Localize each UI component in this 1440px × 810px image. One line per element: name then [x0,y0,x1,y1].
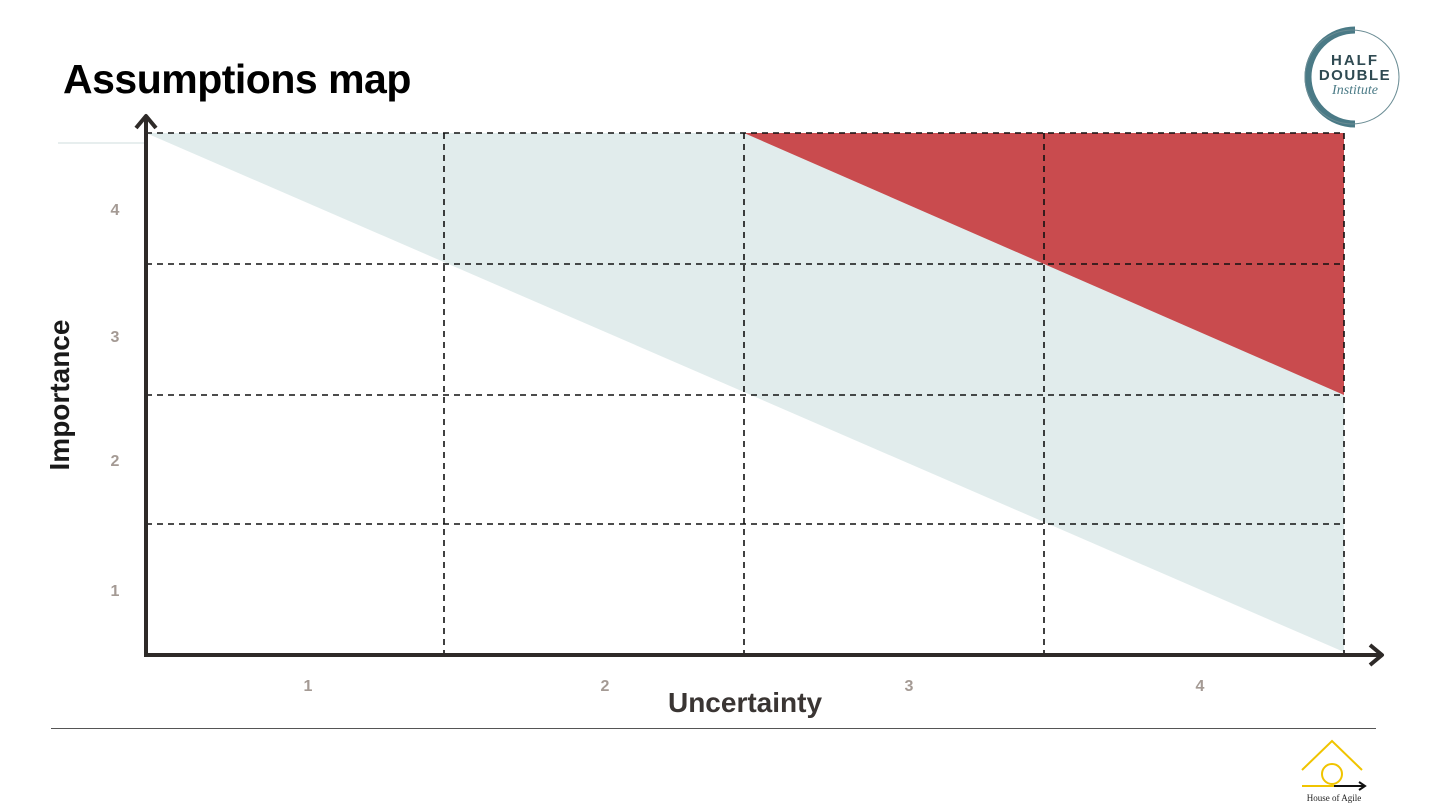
x-tick-4: 4 [1195,678,1205,695]
y-tick-1: 1 [110,583,120,600]
logo-half-text: HALF [1331,52,1379,69]
x-tick-1: 1 [303,678,313,695]
house-of-agile-logo: House of Agile [1296,738,1372,806]
y-tick-2: 2 [110,453,120,470]
y-tick-3: 3 [110,329,120,346]
logo-double-text: DOUBLE [1318,67,1392,84]
x-tick-2: 2 [600,678,610,695]
chart-axes [134,114,1384,667]
x-tick-3: 3 [904,678,914,695]
y-axis-label: Importance [44,319,75,471]
y-axis-arrow-icon [134,114,158,130]
page-title: Assumptions map [63,56,411,102]
x-axis-arrow-icon [1368,643,1384,667]
chart-grid [146,132,1345,655]
house-icon [1301,739,1367,791]
y-tick-4: 4 [110,202,120,219]
chart-regions [58,133,1344,652]
logo-institute-text: Institute [1332,83,1378,98]
x-axis-label: Uncertainty [667,687,823,718]
footer-divider [51,728,1376,729]
high-risk-region [744,133,1344,395]
house-of-agile-text: House of Agile [1306,793,1362,803]
half-double-logo: HALF DOUBLE Institute [1300,26,1402,128]
logo-ring-icon [1304,26,1400,128]
